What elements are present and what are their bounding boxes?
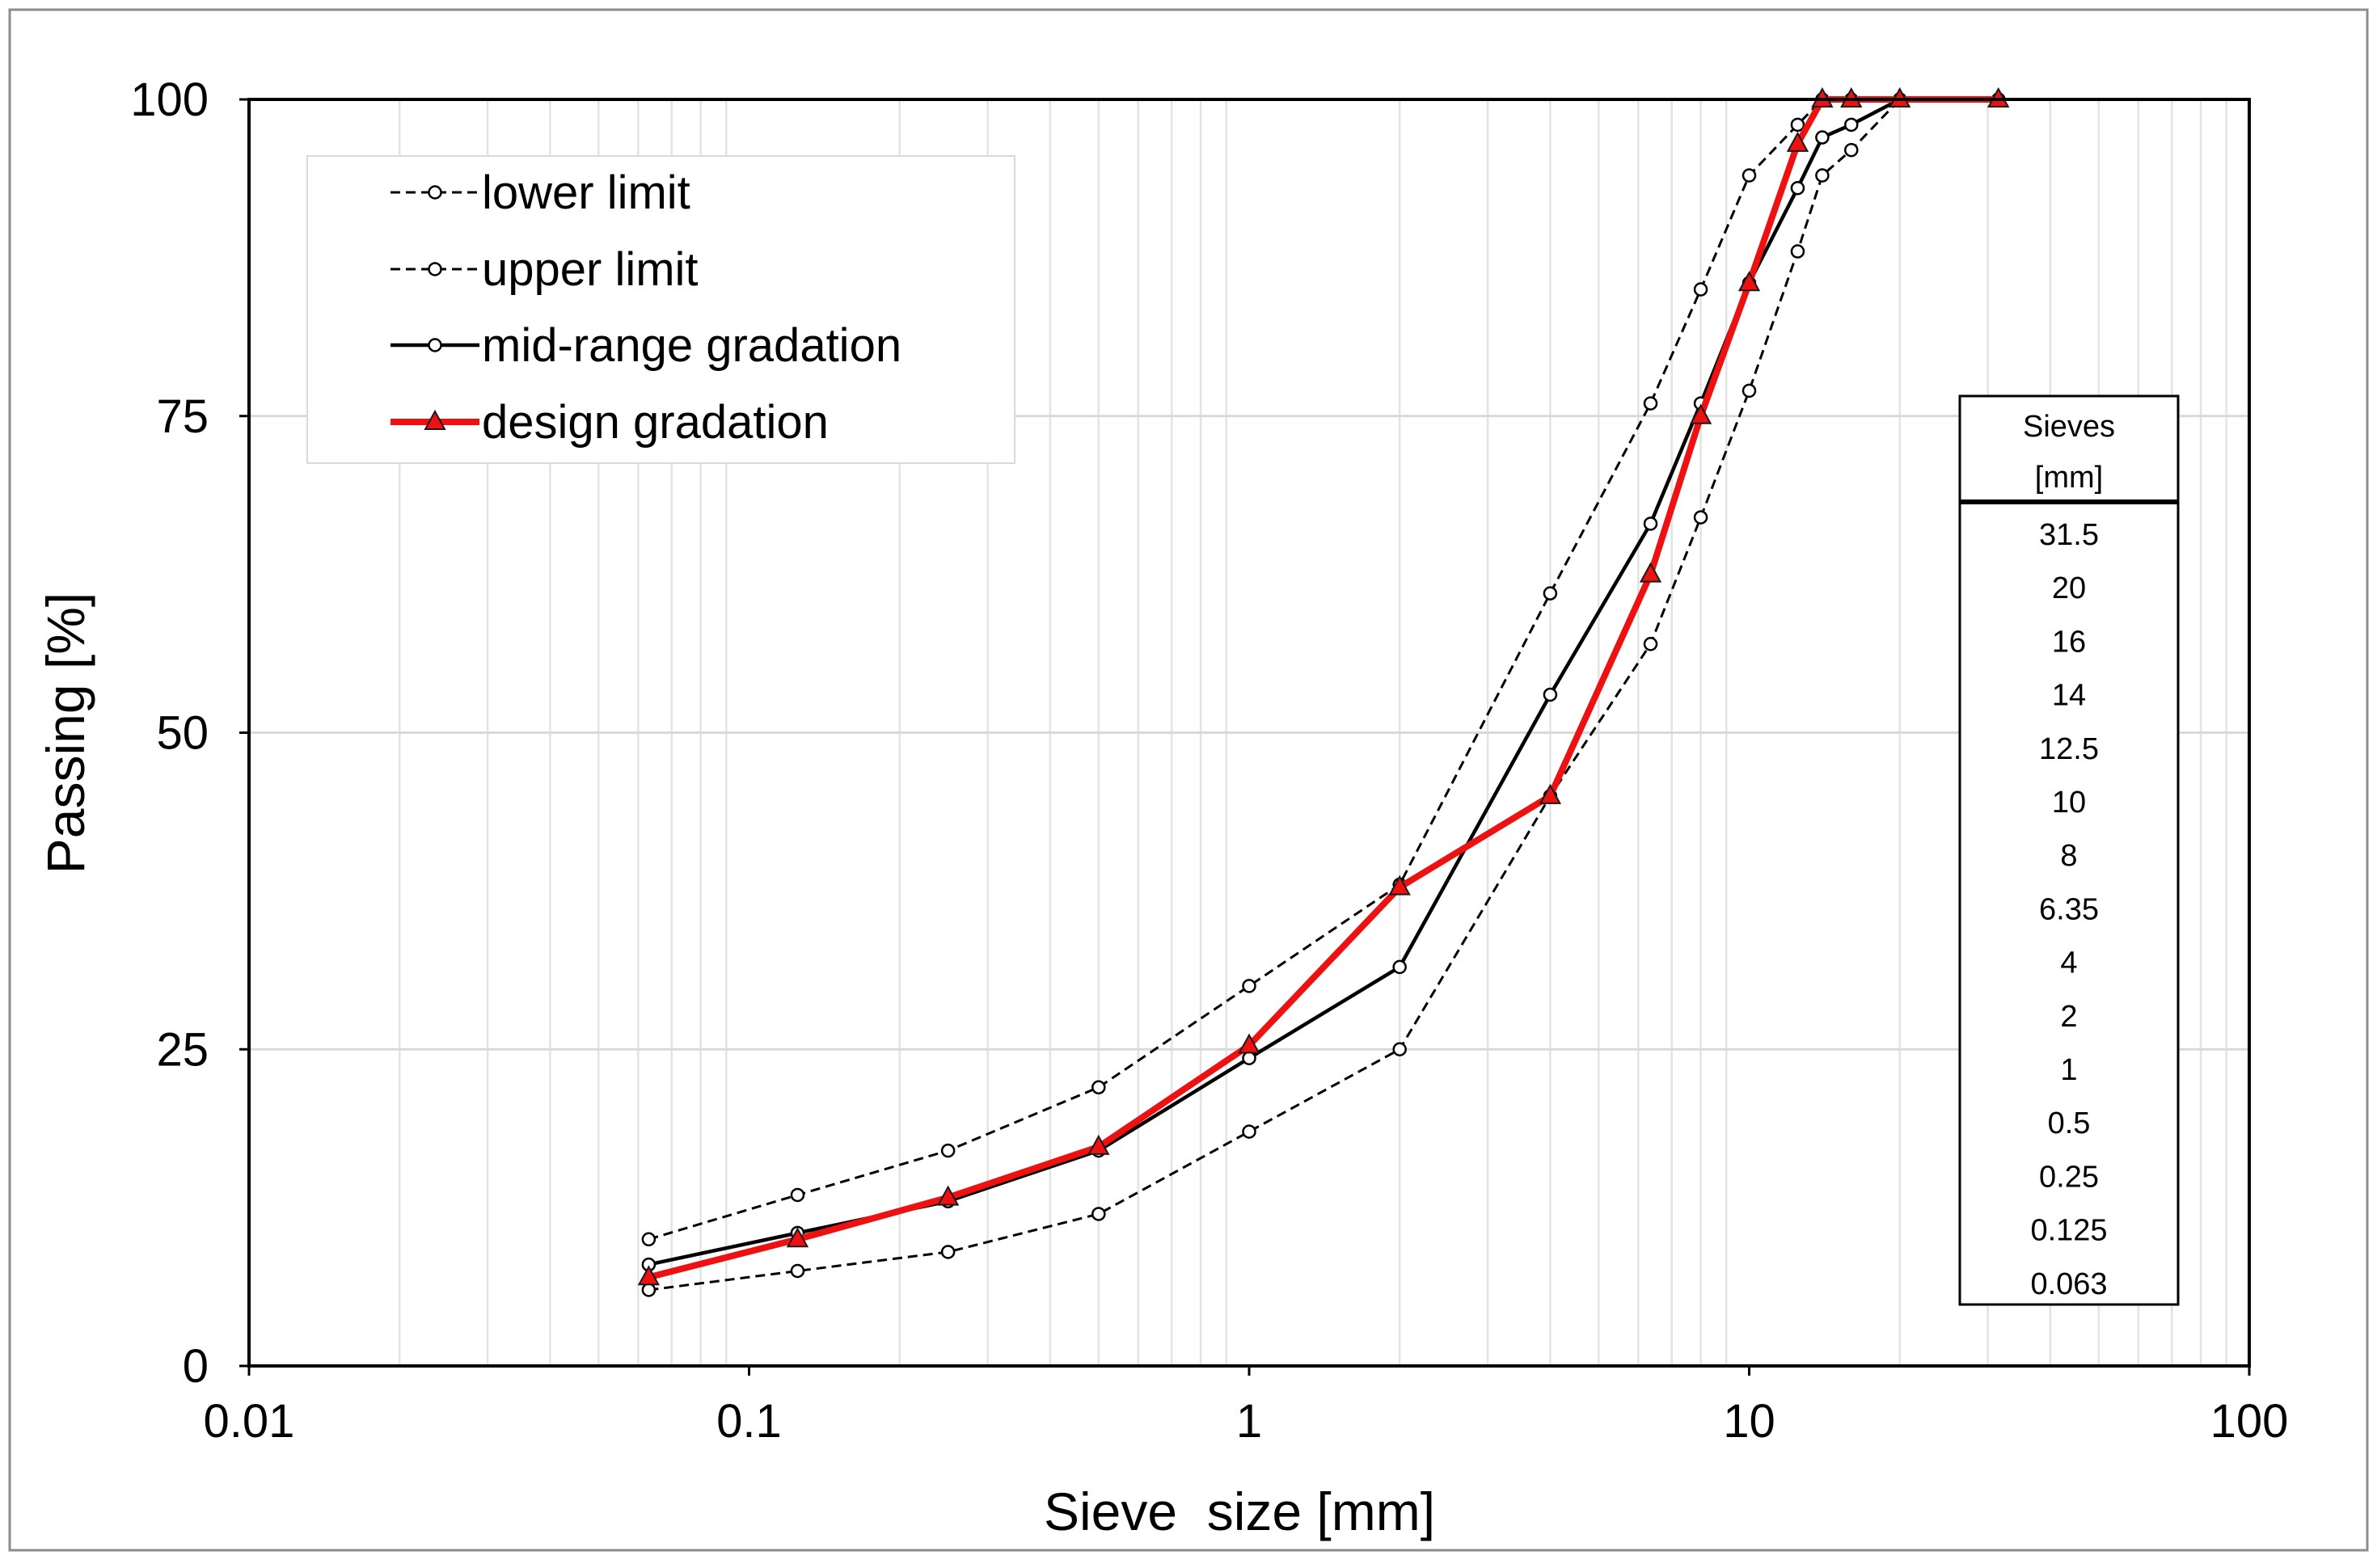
data-point-design-gradation	[786, 1227, 809, 1248]
data-point-mid-range-gradation	[1643, 516, 1658, 531]
data-point-upper-limit	[1543, 586, 1558, 601]
legend-label-lower-limit: lower limit	[482, 166, 690, 219]
legend-marker-upper-limit	[428, 262, 442, 276]
x-axis-title: Sieve size [mm]	[1044, 1482, 1435, 1541]
sieve-table-header-line2: [mm]	[2035, 461, 2103, 495]
sieve-table-header-line1: Sieves	[2023, 410, 2115, 444]
data-point-design-gradation	[1786, 131, 1809, 152]
x-tick-label: 100	[2210, 1395, 2289, 1448]
sieve-table-cell: 31.5	[2039, 518, 2099, 552]
sieve-table-box	[1958, 394, 2180, 1306]
data-point-upper-limit	[1242, 979, 1256, 993]
data-point-lower-limit	[1392, 1042, 1407, 1056]
data-point-mid-range-gradation	[1242, 1051, 1256, 1065]
data-point-lower-limit	[1242, 1124, 1256, 1139]
data-point-mid-range-gradation	[1392, 959, 1407, 975]
legend-label-upper-limit: upper limit	[482, 243, 699, 296]
data-point-mid-range-gradation	[1543, 687, 1558, 702]
sieve-table-cell: 14	[2052, 679, 2086, 713]
x-tick-label: 0.1	[716, 1395, 782, 1448]
data-point-lower-limit	[641, 1283, 657, 1297]
data-point-design-gradation	[1689, 403, 1712, 424]
x-tick-label: 1	[1236, 1395, 1262, 1448]
y-tick-label: 0	[183, 1340, 209, 1393]
sieve-table-cell: 16	[2052, 625, 2086, 659]
data-point-upper-limit	[790, 1187, 805, 1203]
data-point-lower-limit	[1693, 510, 1708, 525]
data-point-design-gradation	[1737, 271, 1761, 292]
data-point-lower-limit	[1843, 142, 1859, 158]
data-point-upper-limit	[940, 1143, 956, 1158]
data-point-design-gradation	[936, 1185, 960, 1206]
y-tick-label: 100	[130, 74, 209, 126]
sieve-table-cell: 0.25	[2039, 1160, 2099, 1194]
y-tick-label: 75	[156, 390, 209, 443]
data-point-lower-limit	[940, 1245, 956, 1259]
data-point-mid-range-gradation	[1815, 130, 1830, 145]
legend-marker-mid-range-gradation	[428, 338, 442, 352]
data-point-lower-limit	[1091, 1207, 1106, 1221]
data-point-upper-limit	[641, 1232, 657, 1247]
sieve-table-cell: 0.125	[2030, 1214, 2107, 1248]
data-point-design-gradation	[1238, 1033, 1260, 1054]
legend-box	[306, 155, 1015, 464]
sieve-table-cell: 4	[2060, 946, 2077, 980]
x-tick-label: 0.01	[204, 1395, 295, 1448]
y-tick-label: 50	[156, 707, 209, 760]
sieve-table-cell: 1	[2060, 1053, 2077, 1087]
sieve-table-cell: 12.5	[2039, 732, 2099, 766]
data-point-lower-limit	[790, 1263, 805, 1279]
data-point-lower-limit	[1742, 383, 1757, 398]
data-point-design-gradation	[637, 1265, 661, 1286]
sieve-table: Sieves [mm] 31.5 20 16 14 12.5 10 8 6.35 4 2 1 0.5 0…	[1958, 394, 2180, 1306]
sieve-table-cell: 10	[2052, 786, 2086, 820]
data-point-upper-limit	[1742, 168, 1757, 183]
data-point-design-gradation	[1388, 875, 1411, 896]
legend-marker-lower-limit	[428, 185, 442, 200]
data-point-upper-limit	[1091, 1080, 1106, 1095]
sieve-table-cell: 6.35	[2039, 892, 2099, 926]
y-tick-label: 25	[156, 1023, 209, 1076]
data-point-upper-limit	[1643, 396, 1658, 411]
y-axis-title: Passing [%]	[36, 592, 95, 875]
legend-marker-design-gradation	[424, 409, 446, 430]
x-tick-label: 10	[1723, 1395, 1775, 1448]
sieve-table-cell: 0.5	[2048, 1106, 2091, 1140]
data-point-design-gradation	[1639, 562, 1662, 583]
legend: lower limit upper limit mid-range gradatio…	[306, 155, 1015, 464]
sieve-table-cell: 8	[2060, 839, 2077, 873]
data-point-lower-limit	[1815, 168, 1830, 183]
sieve-table-cell: 2	[2060, 1000, 2077, 1034]
tick-labels: 0.01 0.1 1 10 100 0 25 50 75 100	[130, 74, 2288, 1448]
data-point-lower-limit	[1643, 637, 1658, 651]
legend-label-mid-range-gradation: mid-range gradation	[482, 319, 901, 372]
sieve-table-cell: 0.063	[2030, 1267, 2107, 1301]
data-point-mid-range-gradation	[1843, 117, 1859, 133]
data-point-lower-limit	[1790, 244, 1805, 259]
sieve-table-cell: 20	[2052, 571, 2086, 605]
data-point-upper-limit	[1790, 117, 1805, 133]
data-point-design-gradation	[1539, 783, 1562, 804]
legend-label-design-gradation: design gradation	[482, 396, 829, 449]
data-point-mid-range-gradation	[1790, 180, 1805, 196]
data-point-upper-limit	[1693, 282, 1708, 297]
data-point-design-gradation	[1087, 1134, 1110, 1155]
